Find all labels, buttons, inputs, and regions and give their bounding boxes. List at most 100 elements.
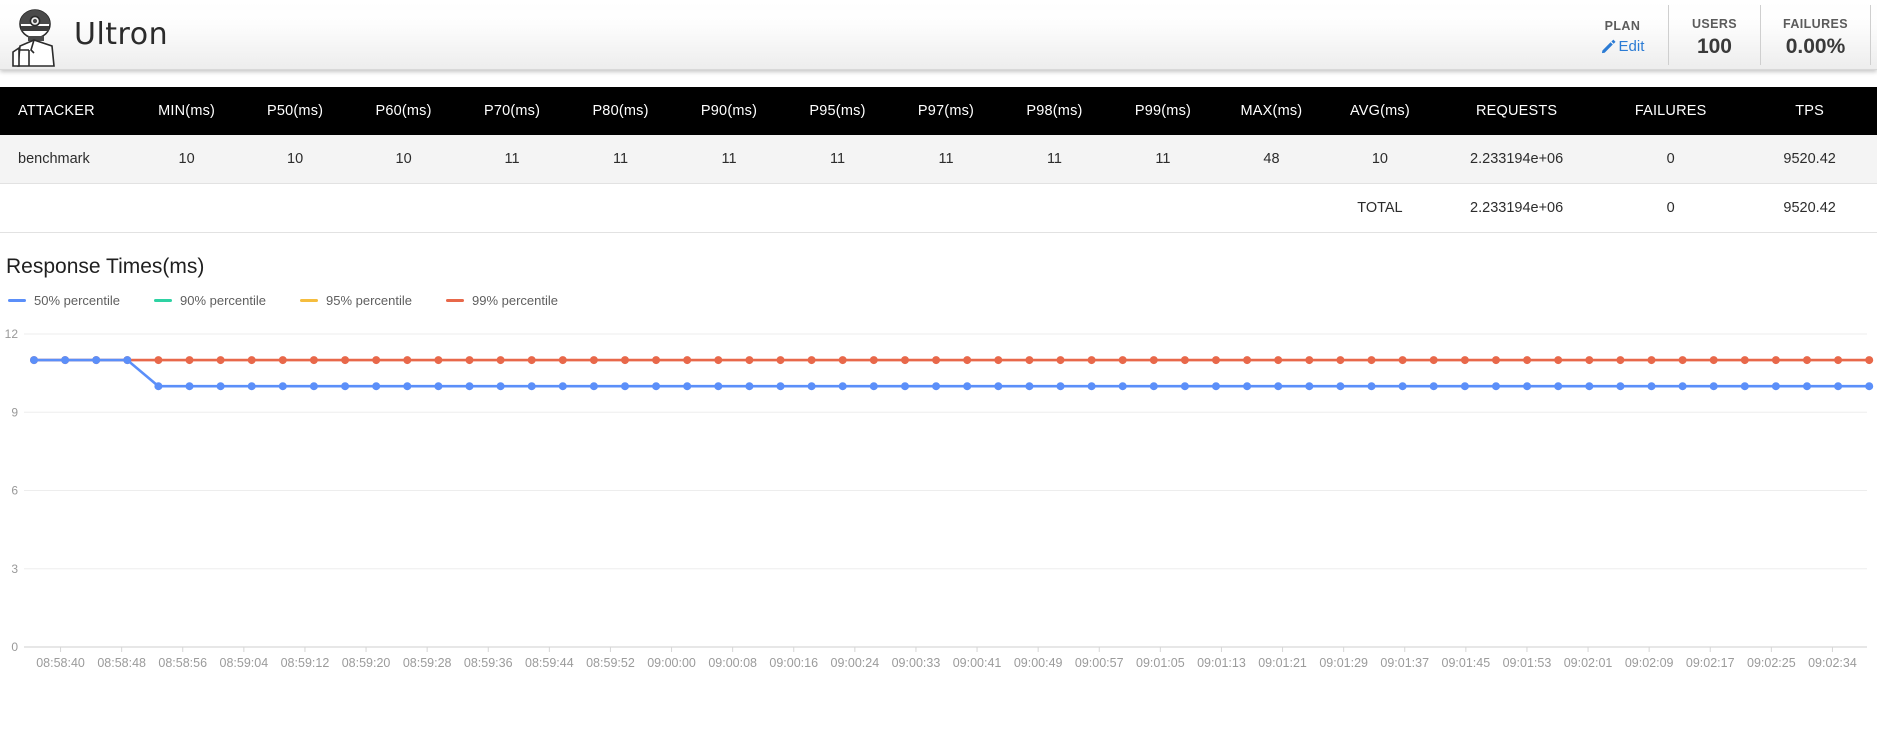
total-blank-5 (457, 183, 567, 233)
legend-item-p99[interactable]: 99% percentile (446, 293, 558, 308)
x-axis-tick-label: 09:00:41 (953, 656, 1002, 670)
x-axis-tick-label: 09:00:08 (708, 656, 757, 670)
legend-swatch-p90 (154, 299, 172, 302)
col-tps[interactable]: TPS (1742, 87, 1877, 135)
stat-users-label: USERS (1691, 16, 1738, 31)
stat-failures-value: 0.00% (1785, 34, 1846, 58)
y-axis-tick-label: 0 (11, 640, 18, 654)
x-axis-tick-label: 09:01:37 (1380, 656, 1429, 670)
stat-users: USERS 100 (1669, 4, 1761, 65)
total-label: TOTAL (1325, 183, 1435, 233)
y-axis-tick-label: 3 (11, 562, 18, 576)
total-blank-6 (566, 183, 675, 233)
chart-plot-area[interactable]: 0 3 6 9 12 08:58:40 08:58:48 08:58:56 08:59:04 08… (0, 320, 1877, 680)
stat-failures-label: FAILURES (1782, 16, 1848, 31)
chart-title: Response Times(ms) (6, 255, 205, 278)
total-blank-12 (1217, 183, 1326, 233)
x-axis-tick-label: 09:00:24 (831, 656, 880, 670)
x-axis-tick-label: 08:59:44 (525, 656, 574, 670)
x-axis-tick-label: 09:01:13 (1197, 656, 1246, 670)
legend-item-p95[interactable]: 95% percentile (300, 293, 412, 308)
x-axis-tick-label: 09:00:57 (1075, 656, 1124, 670)
x-axis-tick-label: 08:59:12 (281, 656, 330, 670)
total-blank-9 (891, 183, 1001, 233)
col-p70[interactable]: P70(ms) (457, 87, 567, 135)
cell-p60: 10 (349, 135, 458, 184)
cell-max: 48 (1217, 135, 1326, 184)
x-axis-tick-label: 08:59:04 (220, 656, 269, 670)
y-axis-tick-label: 12 (5, 327, 19, 341)
cell-attacker: benchmark (0, 135, 133, 184)
cell-failures: 0 (1599, 135, 1743, 184)
table-total-row: TOTAL 2.233194e+06 0 9520.42 (0, 183, 1877, 233)
legend-label-p95: 95% percentile (326, 293, 412, 308)
total-failures: 0 (1599, 183, 1743, 233)
col-failures[interactable]: FAILURES (1599, 87, 1743, 135)
total-requests: 2.233194e+06 (1434, 183, 1600, 233)
table-row: benchmark 10 10 10 11 11 11 11 11 11 11 … (0, 135, 1877, 184)
cell-requests: 2.233194e+06 (1434, 135, 1600, 184)
x-axis-tick-label: 09:01:21 (1258, 656, 1307, 670)
col-p95[interactable]: P95(ms) (783, 87, 892, 135)
y-axis-tick-label: 9 (11, 405, 18, 419)
legend-swatch-p99 (446, 299, 464, 302)
cell-p50: 10 (240, 135, 350, 184)
x-axis-tick-label: 09:01:53 (1503, 656, 1552, 670)
col-p97[interactable]: P97(ms) (891, 87, 1001, 135)
x-axis-tick-label: 09:01:29 (1319, 656, 1368, 670)
col-attacker[interactable]: ATTACKER (0, 87, 133, 135)
total-tps: 9520.42 (1742, 183, 1877, 233)
stat-failures: FAILURES 0.00% (1761, 4, 1871, 65)
edit-plan-link[interactable]: Edit (1601, 38, 1644, 55)
response-times-chart: Response Times(ms) 50% percentile 90% pe… (0, 233, 1877, 680)
y-axis-tick-label: 6 (11, 484, 18, 498)
x-axis-tick-label: 08:58:56 (158, 656, 207, 670)
legend-label-p50: 50% percentile (34, 293, 120, 308)
col-requests[interactable]: REQUESTS (1434, 87, 1600, 135)
col-p98[interactable]: P98(ms) (1000, 87, 1109, 135)
legend-swatch-p95 (300, 299, 318, 302)
x-axis-tick-label: 09:00:00 (647, 656, 696, 670)
col-max[interactable]: MAX(ms) (1217, 87, 1326, 135)
col-p60[interactable]: P60(ms) (349, 87, 458, 135)
x-axis-tick-label: 09:02:09 (1625, 656, 1674, 670)
x-axis-tick-label: 08:59:28 (403, 656, 452, 670)
cell-p90: 11 (674, 135, 784, 184)
brand-name: Ultron (74, 17, 169, 52)
cell-tps: 9520.42 (1742, 135, 1877, 184)
stat-plan-label: PLAN (1604, 18, 1641, 33)
cell-avg: 10 (1325, 135, 1435, 184)
x-axis-tick-label: 09:00:33 (892, 656, 941, 670)
cell-p98: 11 (1000, 135, 1109, 184)
stats-table-container: ATTACKER MIN(ms) P50(ms) P60(ms) P70(ms)… (0, 70, 1877, 233)
col-avg[interactable]: AVG(ms) (1325, 87, 1435, 135)
legend-label-p90: 90% percentile (180, 293, 266, 308)
chart-legend: 50% percentile 90% percentile 95% percen… (0, 293, 1877, 308)
col-p50[interactable]: P50(ms) (240, 87, 350, 135)
col-p80[interactable]: P80(ms) (566, 87, 675, 135)
legend-label-p99: 99% percentile (472, 293, 558, 308)
table-body: benchmark 10 10 10 11 11 11 11 11 11 11 … (0, 135, 1877, 233)
col-p99[interactable]: P99(ms) (1108, 87, 1218, 135)
legend-item-p90[interactable]: 90% percentile (154, 293, 266, 308)
table-header-row: ATTACKER MIN(ms) P50(ms) P60(ms) P70(ms)… (0, 87, 1877, 135)
total-blank-8 (783, 183, 892, 233)
x-axis-tick-label: 09:02:01 (1564, 656, 1613, 670)
x-axis-tick-label: 08:59:52 (586, 656, 635, 670)
legend-swatch-p50 (8, 299, 26, 302)
cell-p97: 11 (891, 135, 1001, 184)
total-blank-11 (1108, 183, 1218, 233)
total-blank-7 (674, 183, 784, 233)
legend-item-p50[interactable]: 50% percentile (8, 293, 120, 308)
x-axis-tick-label: 08:59:36 (464, 656, 513, 670)
total-blank-2 (132, 183, 241, 233)
col-min[interactable]: MIN(ms) (132, 87, 241, 135)
col-p90[interactable]: P90(ms) (674, 87, 784, 135)
x-axis-tick-label: 09:02:34 (1808, 656, 1857, 670)
brand: Ultron (10, 2, 168, 68)
x-axis-tick-label: 08:58:40 (36, 656, 85, 670)
chart-svg: 0 3 6 9 12 08:58:40 08:58:48 08:58:56 08:59:04 08… (5, 327, 1874, 670)
stat-plan: PLAN Edit (1577, 4, 1669, 65)
x-axis-tick-label: 09:02:17 (1686, 656, 1735, 670)
x-axis-tick-label: 09:00:49 (1014, 656, 1063, 670)
